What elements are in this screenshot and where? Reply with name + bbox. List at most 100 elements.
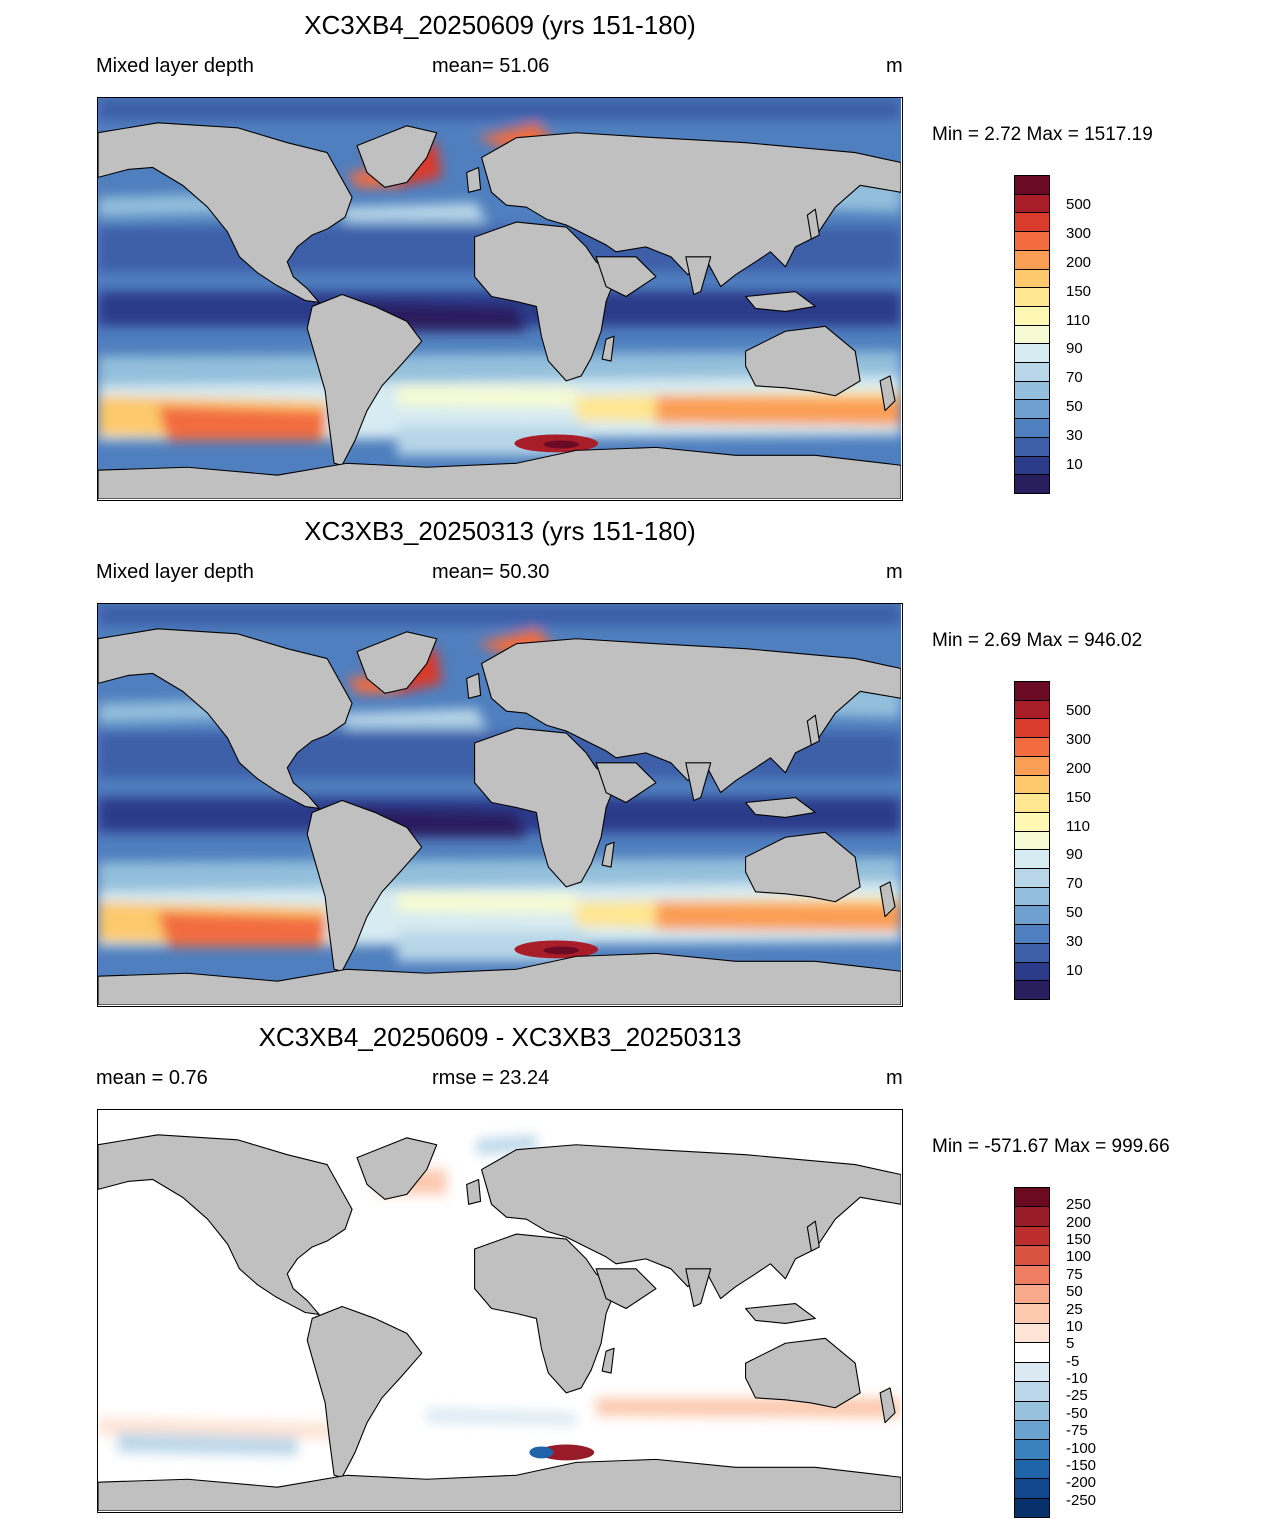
land-southAmerica bbox=[306, 293, 423, 466]
colorbar-tick-label: -10 bbox=[1066, 1370, 1088, 1388]
colorbar-tick-label: -200 bbox=[1066, 1474, 1097, 1492]
land-uk bbox=[466, 1178, 482, 1205]
colorbar-swatch bbox=[1014, 1322, 1050, 1344]
land-australia bbox=[745, 831, 861, 903]
land-newZealand bbox=[879, 881, 896, 918]
land-arabia bbox=[595, 256, 657, 298]
colorbar-tick-label: 250 bbox=[1066, 1196, 1092, 1214]
colorbar-swatch bbox=[1014, 305, 1050, 326]
negative-anomaly bbox=[529, 1446, 554, 1459]
difference-region bbox=[426, 1407, 577, 1426]
land-antarctica bbox=[98, 1458, 901, 1511]
land-newZealand bbox=[879, 375, 896, 412]
colorbar-swatch bbox=[1014, 1478, 1050, 1499]
colorbar-tick-label: 10 bbox=[1066, 962, 1083, 980]
land-japan bbox=[806, 1220, 820, 1252]
colorbar-swatch bbox=[1014, 849, 1050, 870]
panel-title: XC3XB3_20250313 (yrs 151-180) bbox=[304, 516, 696, 546]
colorbar-swatch bbox=[1014, 980, 1050, 1000]
land-indiaPeninsula bbox=[685, 762, 712, 802]
colorbar-tick-label: 150 bbox=[1066, 282, 1092, 300]
colorbar-swatch bbox=[1014, 231, 1050, 251]
colorbar-tick-label: -50 bbox=[1066, 1404, 1088, 1422]
land-northAmerica bbox=[98, 628, 353, 810]
colorbar-swatch bbox=[1014, 1206, 1050, 1227]
colorbar-swatch bbox=[1014, 324, 1050, 345]
colorbar-swatch bbox=[1014, 718, 1050, 739]
colorbar-tick-label: 90 bbox=[1066, 340, 1083, 358]
mld-region bbox=[655, 395, 901, 426]
land-madagascar bbox=[601, 1347, 615, 1374]
colorbar-tick-label: 25 bbox=[1066, 1300, 1083, 1318]
colorbar-swatch bbox=[1014, 886, 1050, 907]
colorbar-tick-label: -100 bbox=[1066, 1439, 1097, 1457]
panel-title: XC3XB4_20250609 (yrs 151-180) bbox=[304, 10, 696, 40]
land-australia bbox=[745, 325, 861, 397]
colorbar-tick-label: 110 bbox=[1066, 311, 1090, 329]
rmse-label: rmse = 23.24 bbox=[432, 1067, 550, 1089]
land-madagascar bbox=[601, 841, 615, 868]
unit-label: m bbox=[886, 561, 903, 583]
colorbar-tick-label: 200 bbox=[1066, 253, 1092, 271]
land-newZealand bbox=[879, 1387, 896, 1424]
colorbar-swatch bbox=[1014, 793, 1050, 813]
colorbar-tick-label: 5 bbox=[1066, 1335, 1075, 1353]
unit-label: m bbox=[886, 55, 903, 77]
land-greenland bbox=[356, 125, 438, 188]
land-indonesia bbox=[745, 797, 816, 818]
colorbar-swatch bbox=[1014, 699, 1050, 720]
land-africa bbox=[474, 1233, 617, 1394]
colorbar-tick-label: 30 bbox=[1066, 427, 1083, 445]
unit-label: m bbox=[886, 1067, 903, 1089]
land-uk bbox=[466, 166, 482, 193]
land-japan bbox=[806, 208, 820, 240]
difference-region bbox=[117, 1432, 298, 1456]
colorbar-swatch bbox=[1014, 1361, 1050, 1383]
land-eurasia bbox=[481, 638, 901, 794]
positive-anomaly bbox=[538, 1444, 595, 1461]
land-northAmerica bbox=[98, 122, 353, 304]
difference-region bbox=[596, 1397, 901, 1418]
min-max-label: Min = -571.67 Max = 999.66 bbox=[932, 1136, 1170, 1157]
colorbar-tick-label: -5 bbox=[1066, 1352, 1080, 1370]
colorbar-swatch bbox=[1014, 1419, 1050, 1441]
colorbar-swatch bbox=[1014, 1303, 1050, 1324]
mld-region bbox=[98, 98, 901, 120]
colorbar-swatch bbox=[1014, 1439, 1050, 1460]
land-indiaPeninsula bbox=[685, 1268, 712, 1308]
land-arabia bbox=[595, 1268, 657, 1310]
colorbar-tick-label: -250 bbox=[1066, 1491, 1097, 1509]
mld-region bbox=[157, 911, 328, 947]
land-antarctica bbox=[98, 952, 901, 1005]
colorbar-tick-label: 70 bbox=[1066, 369, 1083, 387]
colorbar-swatch bbox=[1014, 418, 1050, 438]
mld-region bbox=[337, 202, 487, 223]
colorbar-swatch bbox=[1014, 1400, 1050, 1421]
colorbar-tick-label: 90 bbox=[1066, 846, 1083, 864]
colorbar-tick-label: -150 bbox=[1066, 1456, 1097, 1474]
colorbar-tick-label: -75 bbox=[1066, 1422, 1088, 1440]
colorbar-swatch bbox=[1014, 362, 1050, 382]
variable-label: Mixed layer depth bbox=[96, 55, 254, 77]
colorbar-swatch bbox=[1014, 961, 1050, 982]
panel-model-b3: XC3XB3_20250313 (yrs 151-180) Mixed laye… bbox=[0, 506, 1285, 1012]
colorbar-swatch bbox=[1014, 1458, 1050, 1480]
colorbar-swatch bbox=[1014, 774, 1050, 795]
colorbar-swatch bbox=[1014, 343, 1050, 364]
land-indiaPeninsula bbox=[685, 256, 712, 296]
land-antarctica bbox=[98, 446, 901, 499]
land-japan bbox=[806, 714, 820, 746]
min-max-label: Min = 2.72 Max = 1517.19 bbox=[932, 124, 1153, 145]
land-indonesia bbox=[745, 1303, 816, 1324]
colorbar-swatch bbox=[1014, 193, 1050, 214]
colorbar-swatch bbox=[1014, 1225, 1050, 1247]
land-greenland bbox=[356, 631, 438, 694]
colorbar-tick-label: 10 bbox=[1066, 1317, 1083, 1335]
colorbar-tick-label: 500 bbox=[1066, 195, 1092, 213]
colorbar-swatch bbox=[1014, 1342, 1050, 1363]
weddell-sea-core bbox=[543, 946, 580, 955]
colorbar-tick-label: 200 bbox=[1066, 759, 1092, 777]
colorbar-swatch bbox=[1014, 868, 1050, 888]
colorbar-swatch bbox=[1014, 1264, 1050, 1286]
colorbar-tick-label: 70 bbox=[1066, 875, 1083, 893]
